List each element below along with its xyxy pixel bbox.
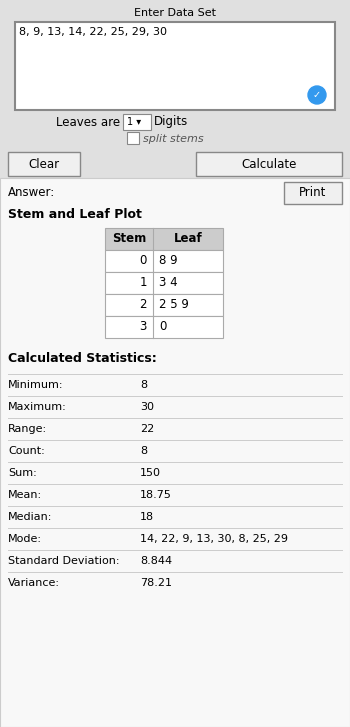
Bar (0, 178, 350, 727)
Text: 1: 1 (140, 276, 147, 289)
Text: Sum:: Sum: (8, 468, 37, 478)
Text: 8: 8 (140, 380, 147, 390)
Text: Mean:: Mean: (8, 490, 42, 500)
Text: Maximum:: Maximum: (8, 402, 67, 412)
Text: 8: 8 (140, 446, 147, 456)
Bar (127, 132, 139, 144)
Text: 8.844: 8.844 (140, 556, 172, 566)
Text: 3: 3 (140, 321, 147, 334)
Text: Minimum:: Minimum: (8, 380, 63, 390)
Bar (284, 182, 342, 204)
Text: Print: Print (299, 187, 327, 199)
Text: 150: 150 (140, 468, 161, 478)
Text: 22: 22 (140, 424, 154, 434)
Text: 18.75: 18.75 (140, 490, 172, 500)
Text: Standard Deviation:: Standard Deviation: (8, 556, 119, 566)
Text: Range:: Range: (8, 424, 47, 434)
Text: Leaves are: Leaves are (56, 116, 120, 129)
Text: Leaf: Leaf (174, 233, 202, 246)
Text: Count:: Count: (8, 446, 45, 456)
Text: Stem: Stem (112, 233, 146, 246)
Text: Median:: Median: (8, 512, 52, 522)
Text: Calculate: Calculate (241, 158, 297, 171)
Circle shape (308, 86, 326, 104)
Text: Clear: Clear (28, 158, 60, 171)
Bar (123, 114, 151, 130)
Bar (105, 250, 223, 272)
Bar (105, 294, 223, 316)
Text: Variance:: Variance: (8, 578, 60, 588)
Bar (8, 152, 80, 176)
Bar (105, 272, 223, 294)
Text: 18: 18 (140, 512, 154, 522)
Text: Stem and Leaf Plot: Stem and Leaf Plot (8, 208, 142, 221)
Text: 14, 22, 9, 13, 30, 8, 25, 29: 14, 22, 9, 13, 30, 8, 25, 29 (140, 534, 288, 544)
Bar (196, 152, 342, 176)
Text: ✓: ✓ (313, 90, 321, 100)
Text: 1 ▾: 1 ▾ (127, 117, 141, 127)
Text: 78.21: 78.21 (140, 578, 172, 588)
Bar (15, 22, 335, 110)
Text: Enter Data Set: Enter Data Set (134, 8, 216, 18)
Text: 30: 30 (140, 402, 154, 412)
Text: 0: 0 (140, 254, 147, 268)
Bar (105, 316, 223, 338)
Text: 8, 9, 13, 14, 22, 25, 29, 30: 8, 9, 13, 14, 22, 25, 29, 30 (19, 27, 167, 37)
Text: 3 4: 3 4 (159, 276, 177, 289)
Text: 8 9: 8 9 (159, 254, 177, 268)
Text: 0: 0 (159, 321, 166, 334)
Text: 2 5 9: 2 5 9 (159, 299, 189, 311)
Text: Calculated Statistics:: Calculated Statistics: (8, 352, 157, 365)
Text: Mode:: Mode: (8, 534, 42, 544)
Text: Answer:: Answer: (8, 186, 55, 199)
Text: split stems: split stems (143, 134, 204, 144)
Bar (105, 228, 223, 250)
Text: 2: 2 (140, 299, 147, 311)
Text: Digits: Digits (154, 116, 188, 129)
